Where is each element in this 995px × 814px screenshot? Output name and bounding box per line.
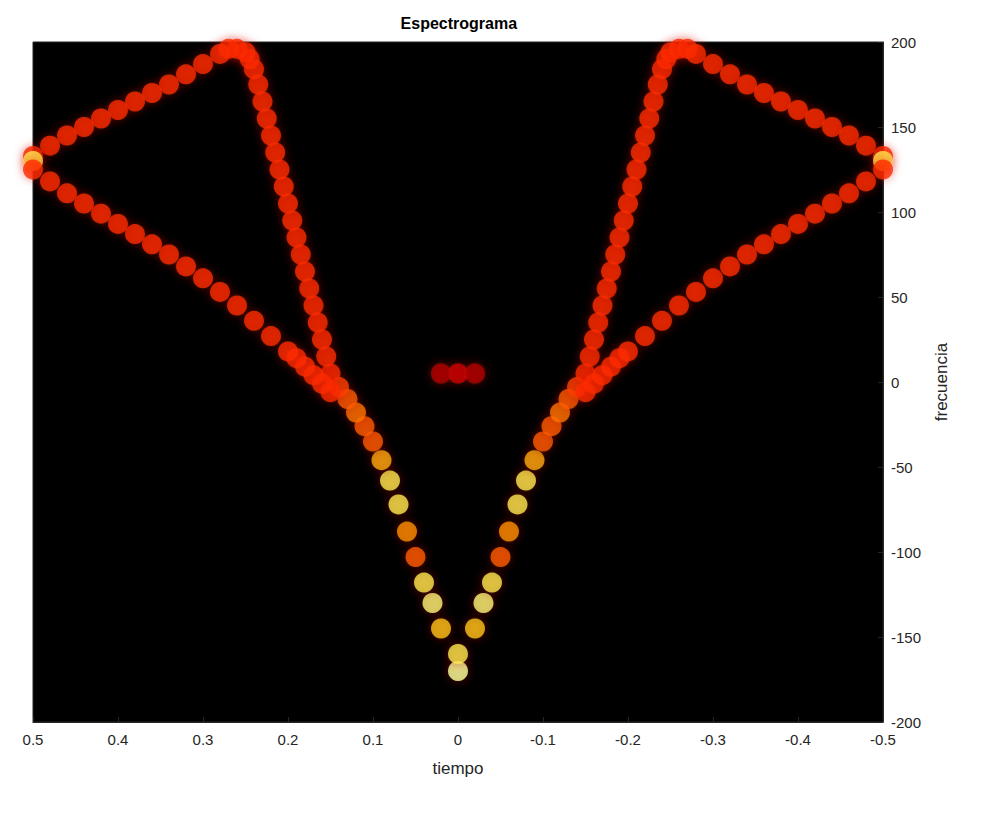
svg-text:100: 100: [891, 204, 916, 221]
svg-text:0: 0: [891, 374, 899, 391]
svg-text:-100: -100: [891, 544, 921, 561]
svg-text:0.4: 0.4: [108, 731, 129, 748]
svg-text:tiempo: tiempo: [432, 759, 483, 778]
svg-text:-0.4: -0.4: [785, 731, 811, 748]
svg-text:-200: -200: [891, 714, 921, 731]
svg-text:-0.2: -0.2: [615, 731, 641, 748]
svg-text:150: 150: [891, 119, 916, 136]
svg-text:0.3: 0.3: [193, 731, 214, 748]
svg-text:0.1: 0.1: [363, 731, 384, 748]
svg-text:-150: -150: [891, 629, 921, 646]
svg-text:-50: -50: [891, 459, 913, 476]
svg-text:-0.3: -0.3: [700, 731, 726, 748]
svg-text:50: 50: [891, 289, 908, 306]
svg-text:0.2: 0.2: [278, 731, 299, 748]
svg-text:0.5: 0.5: [23, 731, 44, 748]
svg-text:-0.1: -0.1: [530, 731, 556, 748]
svg-text:frecuencia: frecuencia: [932, 342, 951, 421]
svg-text:0: 0: [454, 731, 462, 748]
svg-text:-0.5: -0.5: [870, 731, 896, 748]
svg-text:200: 200: [891, 34, 916, 51]
svg-text:Espectrograma: Espectrograma: [401, 15, 518, 32]
